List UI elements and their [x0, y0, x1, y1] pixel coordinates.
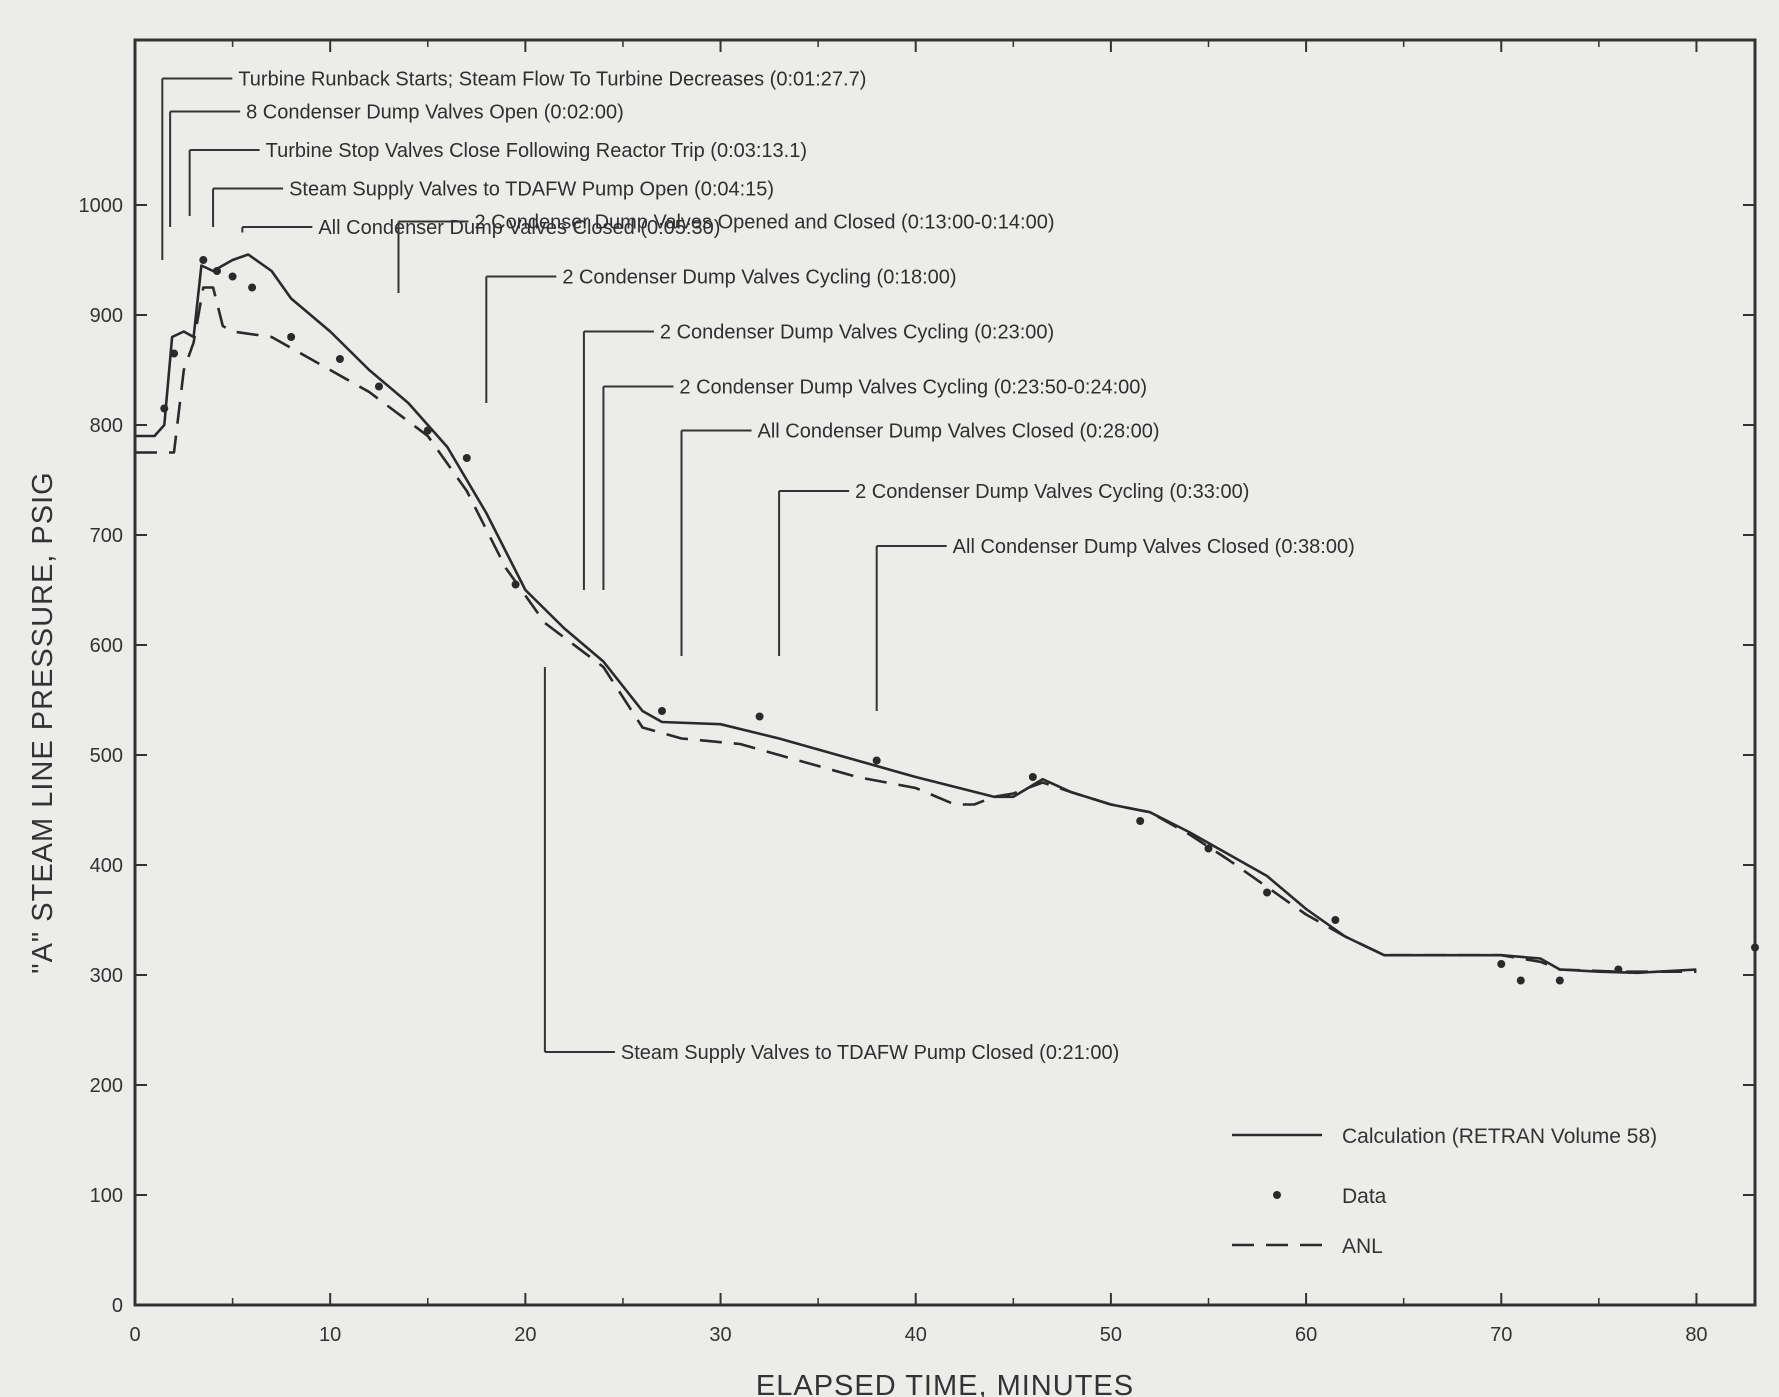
- legend: Calculation (RETRAN Volume 58) Data ANL: [1232, 1125, 1657, 1258]
- x-tick-label: 20: [514, 1324, 536, 1346]
- x-tick-label: 70: [1490, 1324, 1512, 1346]
- data-point: [170, 349, 179, 358]
- annotation: Steam Supply Valves to TDAFW Pump Closed…: [543, 667, 1119, 1064]
- data-point: [212, 267, 221, 275]
- data-point: [1516, 976, 1525, 985]
- annotation-label: All Condenser Dump Valves Closed (0:28:0…: [758, 421, 1160, 443]
- x-axis-title: ELAPSED TIME, MINUTES: [756, 1370, 1134, 1397]
- annotation-label: 2 Condenser Dump Valves Opened and Close…: [474, 212, 1054, 234]
- x-tick-label: 80: [1685, 1324, 1707, 1346]
- annotation: 2 Condenser Dump Valves Cycling (0:33:00…: [778, 481, 1249, 656]
- data-point: [462, 454, 471, 462]
- y-tick-label: 300: [90, 965, 123, 987]
- x-tick-label: 40: [905, 1324, 927, 1346]
- legend-entry: ANL: [1232, 1235, 1383, 1258]
- annotation-label: 8 Condenser Dump Valves Open (0:02:00): [246, 102, 624, 124]
- legend-entry: Data: [1273, 1185, 1387, 1208]
- data-point: [1614, 965, 1623, 974]
- x-tick-label: 0: [129, 1324, 140, 1346]
- data-point: [287, 333, 296, 341]
- data-point: [755, 712, 764, 721]
- data-point: [657, 707, 666, 715]
- data-point: [1263, 888, 1272, 897]
- legend-label: Calculation (RETRAN Volume 58): [1342, 1125, 1657, 1148]
- data-point: [1555, 976, 1564, 985]
- annotation-label: Turbine Stop Valves Close Following Reac…: [266, 140, 807, 162]
- y-tick-label: 900: [90, 305, 123, 327]
- annotation-label: Steam Supply Valves to TDAFW Pump Closed…: [621, 1042, 1119, 1064]
- x-tick-label: 10: [319, 1324, 341, 1346]
- annotation: 2 Condenser Dump Valves Opened and Close…: [397, 212, 1054, 293]
- annotation: Steam Supply Valves to TDAFW Pump Open (…: [212, 179, 774, 227]
- annotation-label: Steam Supply Valves to TDAFW Pump Open (…: [289, 179, 774, 201]
- annotation-label: 2 Condenser Dump Valves Cycling (0:18:00…: [562, 267, 956, 289]
- series-lines: [135, 253, 1759, 985]
- x-tick-label: 60: [1295, 1324, 1317, 1346]
- data-point: [1751, 943, 1759, 952]
- data-point: [248, 283, 257, 292]
- annotation-label: All Condenser Dump Valves Closed (0:38:0…: [953, 536, 1355, 558]
- data-point: [160, 404, 169, 413]
- series-line-anl: [135, 286, 1697, 973]
- annotation: All Condenser Dump Valves Closed (0:38:0…: [875, 536, 1355, 711]
- annotation-label: 2 Condenser Dump Valves Cycling (0:33:00…: [855, 481, 1249, 503]
- data-point: [1204, 844, 1213, 853]
- data-point: [1028, 773, 1037, 781]
- annotation-label: 2 Condenser Dump Valves Cycling (0:23:00…: [660, 322, 1054, 344]
- y-tick-label: 1000: [79, 195, 124, 217]
- data-point: [1497, 960, 1506, 968]
- annotation: 2 Condenser Dump Valves Cycling (0:18:00…: [485, 267, 957, 403]
- plot-frame: [133, 38, 1757, 1307]
- data-point: [199, 256, 208, 264]
- legend-label: Data: [1342, 1185, 1387, 1208]
- x-tick-label: 50: [1100, 1324, 1122, 1346]
- annotation: 2 Condenser Dump Valves Cycling (0:23:50…: [602, 377, 1147, 590]
- y-tick-label: 800: [90, 415, 123, 437]
- annotation-label: 2 Condenser Dump Valves Cycling (0:23:50…: [679, 377, 1147, 399]
- series-line-calculation: [135, 253, 1697, 975]
- annotation: Turbine Stop Valves Close Following Reac…: [188, 140, 807, 216]
- series-data-points: [160, 256, 1759, 985]
- annotation-label: Turbine Runback Starts; Steam Flow To Tu…: [238, 69, 866, 91]
- legend-entry: Calculation (RETRAN Volume 58): [1232, 1125, 1657, 1148]
- data-point: [228, 272, 237, 281]
- y-tick-label: 700: [90, 525, 123, 547]
- y-tick-label: 0: [112, 1295, 123, 1317]
- data-point: [374, 382, 383, 391]
- data-point: [1331, 916, 1340, 924]
- y-tick-label: 600: [90, 635, 123, 657]
- y-axis-title: "A" STEAM LINE PRESSURE, PSIG: [27, 471, 59, 973]
- y-tick-label: 200: [90, 1075, 123, 1097]
- data-point: [423, 426, 432, 435]
- annotation: Turbine Runback Starts; Steam Flow To Tu…: [161, 69, 866, 260]
- legend-swatch-marker: [1273, 1191, 1281, 1199]
- y-tick-label: 500: [90, 745, 123, 767]
- legend-label: ANL: [1342, 1235, 1383, 1258]
- y-tick-label: 400: [90, 855, 123, 877]
- annotation: 8 Condenser Dump Valves Open (0:02:00): [169, 102, 624, 227]
- data-point: [335, 355, 344, 363]
- x-tick-label: 30: [709, 1324, 731, 1346]
- annotations: Turbine Runback Starts; Steam Flow To Tu…: [161, 69, 1355, 1064]
- axis-labels: ELAPSED TIME, MINUTES "A" STEAM LINE PRE…: [27, 195, 1708, 1397]
- data-point: [872, 756, 881, 765]
- y-tick-label: 100: [90, 1185, 123, 1207]
- annotation: 2 Condenser Dump Valves Cycling (0:23:00…: [582, 322, 1054, 590]
- annotation: All Condenser Dump Valves Closed (0:28:0…: [680, 421, 1160, 656]
- data-point: [1136, 817, 1145, 825]
